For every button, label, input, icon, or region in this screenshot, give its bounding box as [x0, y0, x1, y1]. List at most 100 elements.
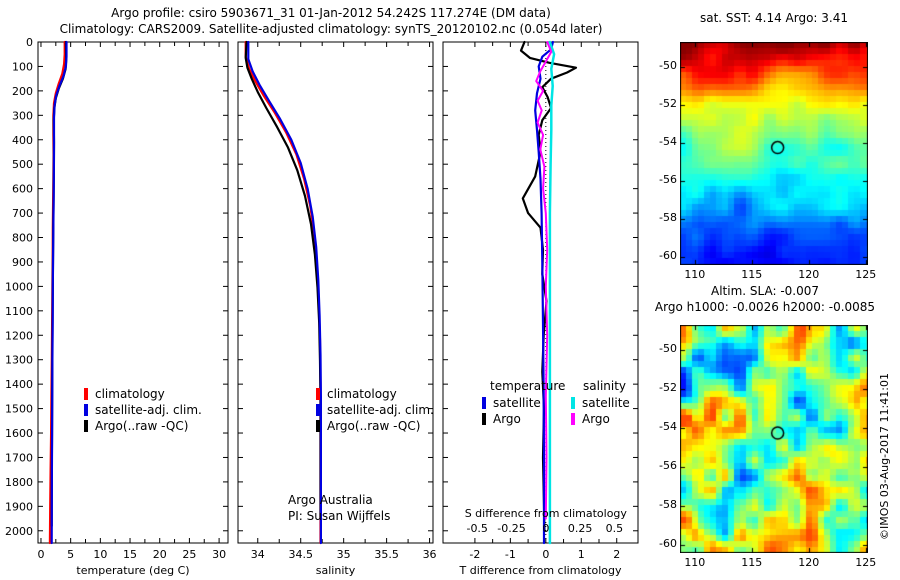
legend-item: climatology: [316, 386, 434, 402]
map-lat-label: -58: [659, 211, 677, 225]
chart-axes: 34 34.5 35 35.5 36 salinity: [237, 40, 436, 577]
map-lon-label: 110: [684, 268, 706, 281]
legend-swatch: [482, 397, 486, 409]
profile-series: [548, 40, 556, 545]
x-tick-label: 10: [93, 548, 107, 561]
sla-map-panel: 110 115 120 125 -50 -52 -54 -56 -58 -60: [659, 325, 876, 569]
map-lon-label: 120: [798, 268, 820, 281]
map-lat-label: -50: [659, 342, 677, 356]
map-lat-label: -60: [659, 537, 677, 551]
map-lat-label: -50: [659, 58, 677, 72]
map-lat-label: -60: [659, 249, 677, 263]
x-axis-label: T difference from climatology: [459, 564, 622, 577]
depth-tick-label: 1800: [5, 476, 33, 489]
x-tick-label: 15: [123, 548, 137, 561]
difference-legend-salinity: salinity satellite Argo: [571, 379, 630, 427]
temperature-profile-chart: 0 5 10 15 20 25 300100200300400500600700800900…: [5, 36, 229, 577]
legend-swatch: [571, 413, 575, 425]
legend-swatch: [482, 413, 486, 425]
map-lon-label: 115: [741, 556, 763, 569]
map-lat-label: -52: [659, 96, 677, 110]
legend-label: satellite: [582, 396, 630, 410]
imos-watermark: ©IMOS 03-Aug-2017 11:41:01: [878, 373, 891, 540]
legend-item: Argo(..raw -QC): [316, 418, 434, 434]
x-tick-label: 35: [337, 548, 351, 561]
x-tick-label: 20: [153, 548, 167, 561]
x-tick-label: 2: [613, 548, 620, 561]
profile-series: [247, 40, 323, 545]
temperature-legend: climatology satellite-adj. clim. Argo(..…: [84, 386, 202, 434]
x-tick-label: 0: [37, 548, 44, 561]
map-lat-label: -56: [659, 459, 677, 473]
x-tick-label: -2: [469, 548, 480, 561]
legend-label: Argo(..raw -QC): [95, 419, 189, 433]
legend-item: climatology: [84, 386, 202, 402]
depth-tick-label: 300: [12, 109, 33, 122]
s-tick-label: 0.25: [568, 522, 593, 535]
depth-tick-label: 100: [12, 60, 33, 73]
legend-item: Argo: [482, 411, 565, 427]
x-tick-label: 0: [542, 548, 549, 561]
depth-tick-label: 1000: [5, 280, 33, 293]
legend-item: satellite: [571, 395, 630, 411]
legend-label: climatology: [95, 387, 165, 401]
depth-tick-label: 2000: [5, 525, 33, 538]
map-lon-label: 125: [855, 556, 877, 569]
legend-item: satellite: [482, 395, 565, 411]
pi-note-line1: Argo Australia: [288, 493, 373, 507]
profile-series: [535, 41, 553, 520]
sla-caption-line1: Altim. SLA: -0.007: [710, 284, 820, 298]
depth-tick-label: 500: [12, 158, 33, 171]
x-tick-label: -1: [505, 548, 516, 561]
x-tick-label: 30: [212, 548, 226, 561]
sst-map-title: sat. SST: 4.14 Argo: 3.41: [699, 11, 849, 25]
depth-tick-label: 400: [12, 134, 33, 147]
sla-heatmap-canvas: [680, 325, 868, 553]
x-tick-label: 25: [182, 548, 196, 561]
legend-label: satellite-adj. clim.: [95, 403, 202, 417]
depth-tick-label: 1100: [5, 305, 33, 318]
x-tick-label: 34.5: [288, 548, 313, 561]
x-tick-label: 34: [251, 548, 265, 561]
s-tick-label: 0: [542, 522, 549, 535]
x-axis-label: temperature (deg C): [76, 564, 189, 577]
figure-title-line1: Argo profile: csiro 5903671_31 01-Jan-20…: [111, 6, 551, 20]
legend-label: Argo(..raw -QC): [327, 419, 421, 433]
legend-item: satellite-adj. clim.: [316, 402, 434, 418]
map-lat-label: -54: [659, 135, 677, 149]
s-tick-label: -0.25: [497, 522, 525, 535]
depth-tick-label: 1200: [5, 329, 33, 342]
s-tick-label: 0.5: [606, 522, 624, 535]
sla-caption-line2: Argo h1000: -0.0026 h2000: -0.0085: [654, 300, 876, 314]
profile-series: [534, 40, 555, 545]
map-lat-label: -58: [659, 498, 677, 512]
depth-tick-label: 1400: [5, 378, 33, 391]
legend-swatch: [316, 404, 320, 416]
s-axis-label: S difference from climatology: [465, 507, 628, 520]
depth-tick-label: 1700: [5, 451, 33, 464]
profile-series: [244, 40, 322, 545]
legend-item: satellite-adj. clim.: [84, 402, 202, 418]
sla-map-caption: Altim. SLA: -0.007 Argo h1000: -0.0026 h…: [630, 283, 900, 315]
s-tick-label: -0.5: [466, 522, 487, 535]
x-tick-label: 5: [67, 548, 74, 561]
salinity-profile-chart: 34 34.5 35 35.5 36 salinity: [237, 40, 436, 577]
legend-label: Argo: [582, 412, 610, 426]
map-lon-label: 110: [684, 556, 706, 569]
legend-item: Argo(..raw -QC): [84, 418, 202, 434]
chart-axes: 0 5 10 15 20 25 300100200300400500600700800900…: [5, 36, 229, 577]
x-tick-label: 36: [423, 548, 436, 561]
depth-tick-label: 700: [12, 207, 33, 220]
map-lon-label: 115: [741, 268, 763, 281]
pi-note-line2: PI: Susan Wijffels: [288, 509, 391, 523]
chart-axes: -2 -1 0 1 2 S difference from climatology -0.5…: [442, 40, 639, 577]
profile-series: [244, 40, 322, 520]
depth-tick-label: 1900: [5, 500, 33, 513]
legend-header: temperature: [490, 379, 566, 393]
legend-label: climatology: [327, 387, 397, 401]
x-tick-label: 1: [578, 548, 585, 561]
legend-label: satellite: [493, 396, 541, 410]
map-lon-label: 125: [855, 268, 877, 281]
x-tick-label: 35.5: [374, 548, 399, 561]
